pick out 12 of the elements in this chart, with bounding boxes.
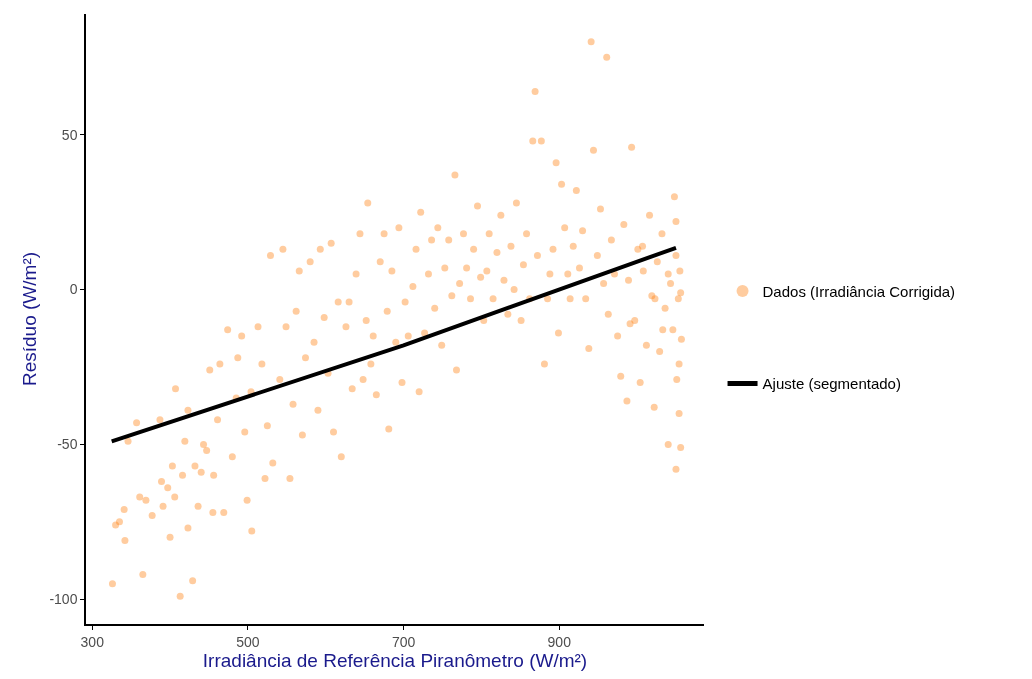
y-tick-label: -50 bbox=[57, 436, 78, 453]
legend-label: Ajuste (segmentado) bbox=[762, 375, 901, 393]
x-tick-label: 900 bbox=[547, 633, 572, 650]
x-tick-label: 500 bbox=[236, 633, 260, 650]
x-axis-title: Irradiância de Referência Piranômetro (W/m²) bbox=[202, 649, 588, 671]
y-tick-label: 0 bbox=[69, 281, 78, 298]
legend-label: Dados (Irradiância Corrigida) bbox=[762, 282, 956, 300]
x-tick-label: 300 bbox=[80, 633, 105, 650]
x-tick-label: 700 bbox=[391, 633, 416, 650]
y-tick-label: -100 bbox=[49, 591, 78, 608]
y-tick-label: 50 bbox=[61, 126, 78, 143]
y-axis-title: Resíduo (W/m²) bbox=[18, 251, 40, 387]
